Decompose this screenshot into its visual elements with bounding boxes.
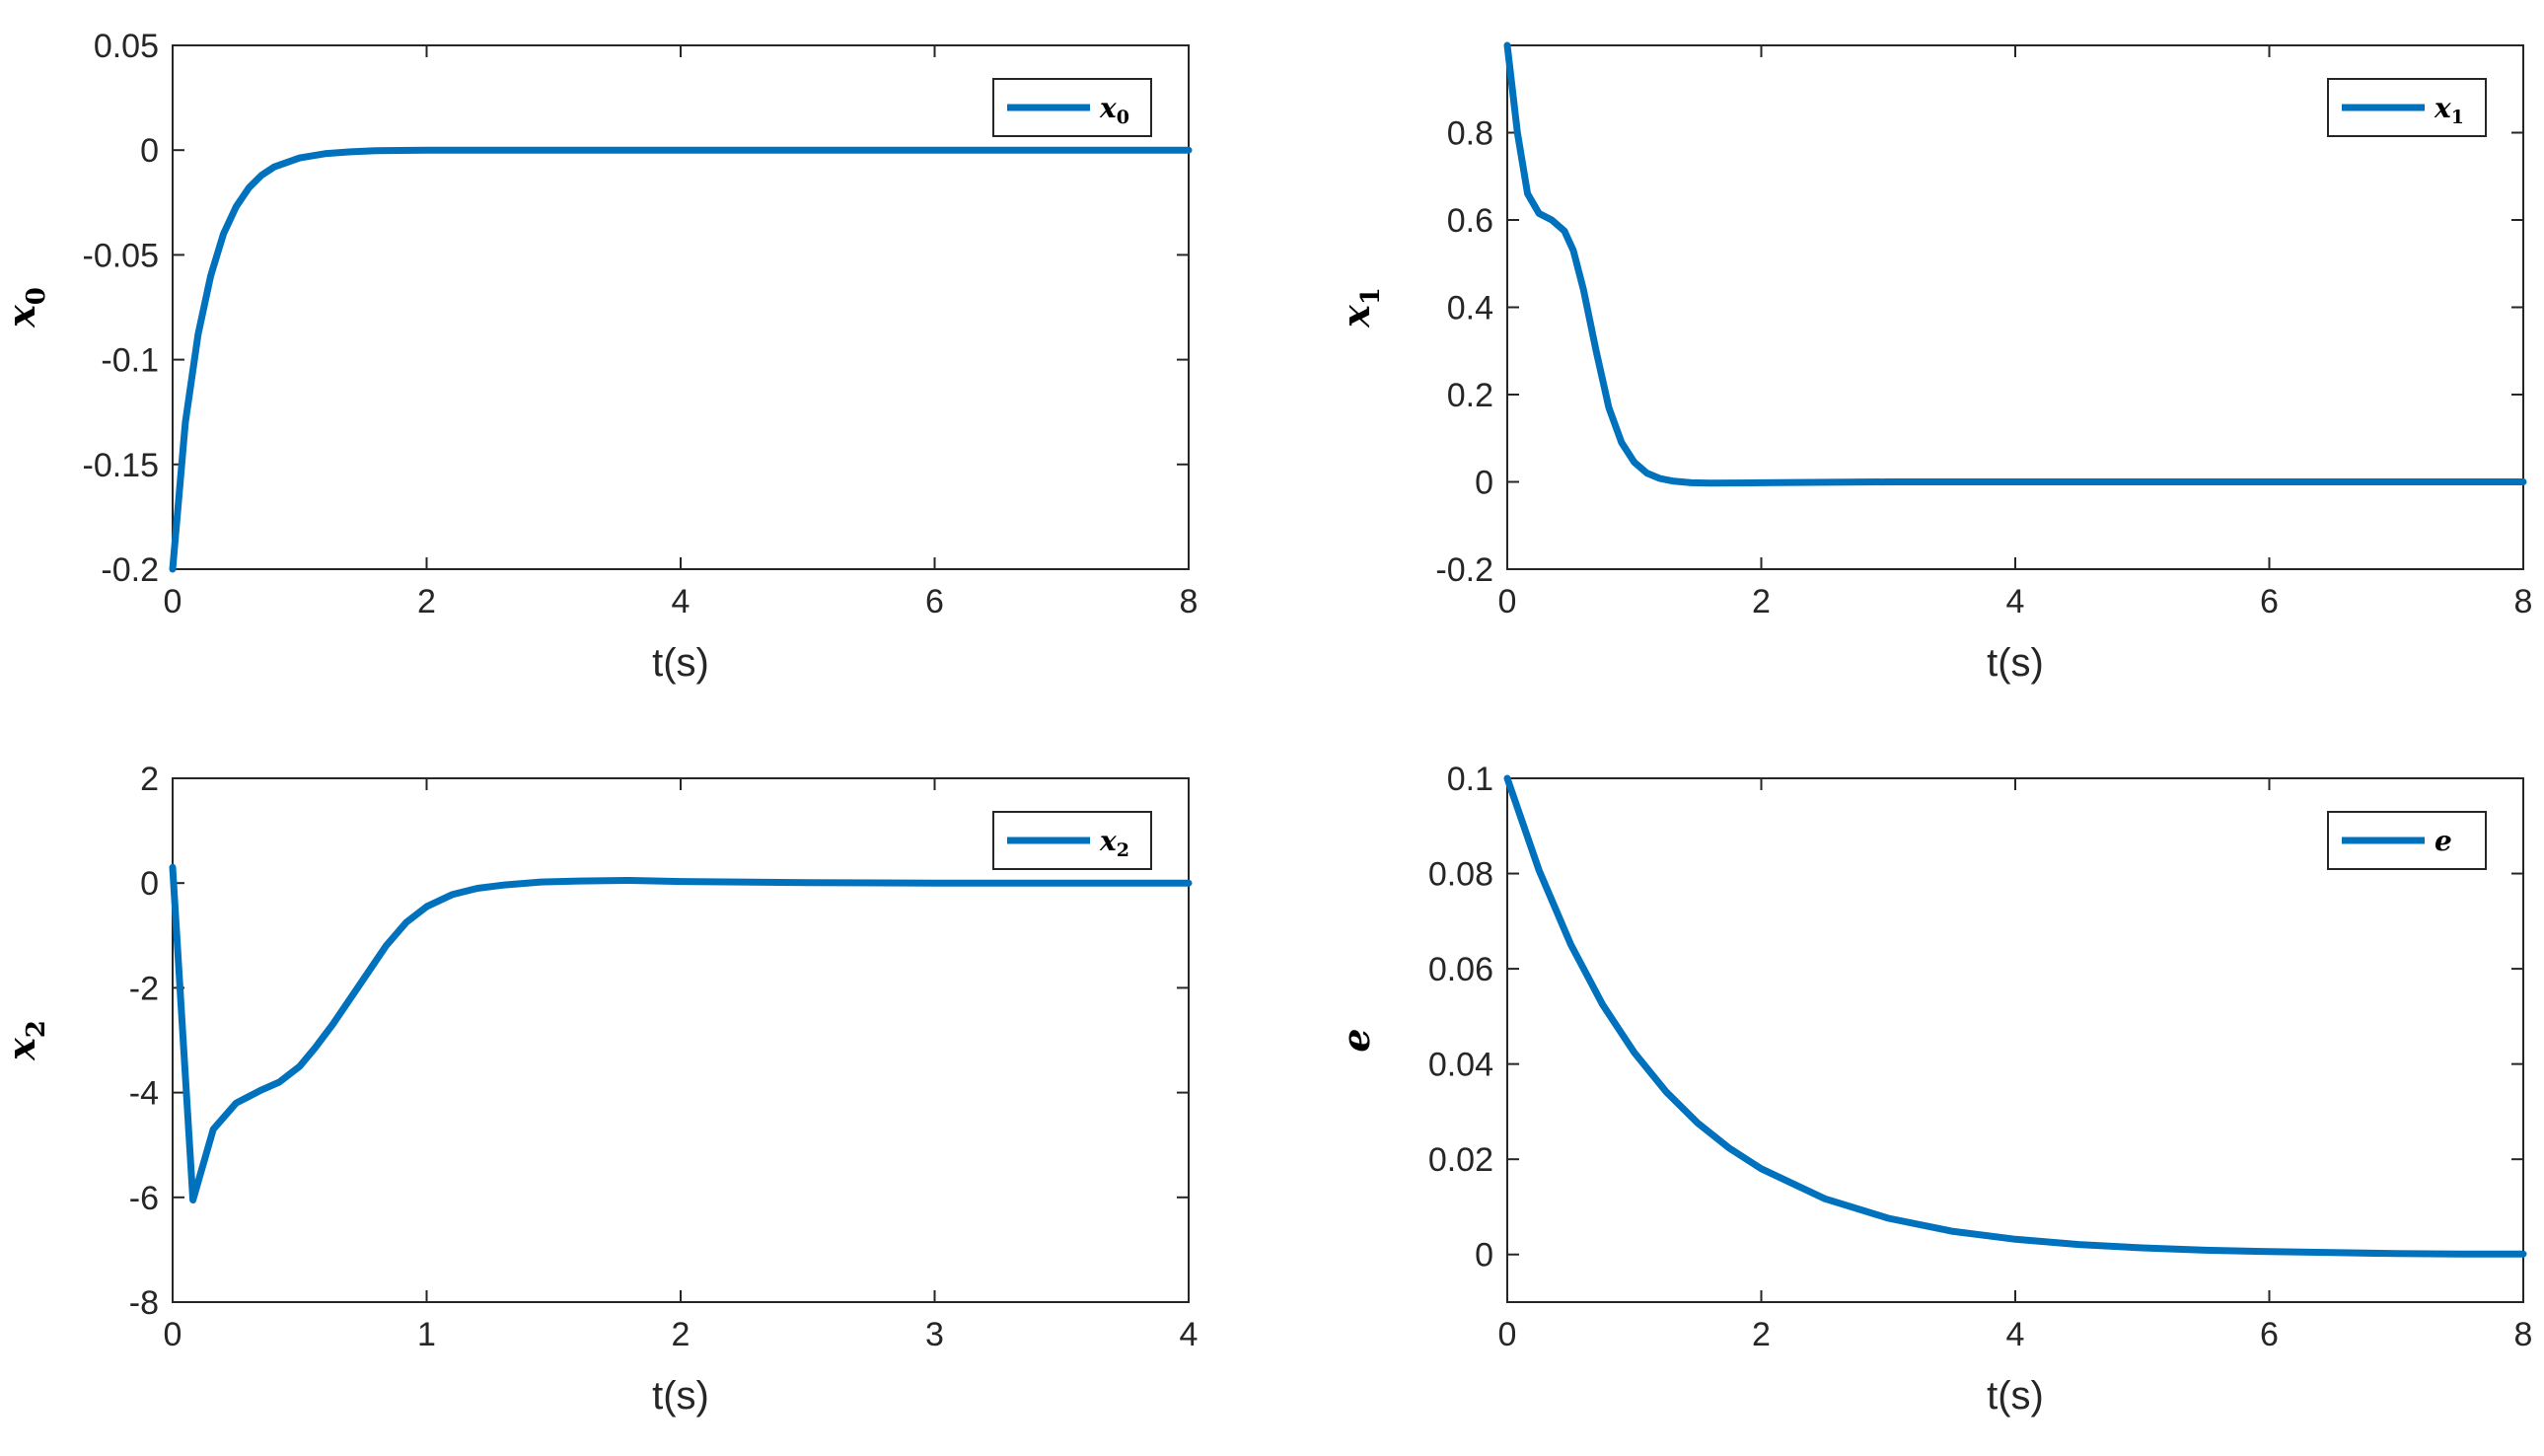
legend-label: e xyxy=(2435,825,2452,857)
legend: x1 xyxy=(2327,78,2487,137)
y-tick-label: -0.2 xyxy=(1435,551,1493,589)
y-tick-label: -4 xyxy=(129,1075,159,1113)
series-line-x1 xyxy=(1503,41,2527,487)
y-axis-label: x2 xyxy=(0,1020,51,1061)
y-tick-label: -0.2 xyxy=(101,551,159,589)
x-tick-label: 6 xyxy=(2260,1316,2279,1353)
y-tick-label: 0 xyxy=(1475,1237,1493,1274)
y-tick-label: 2 xyxy=(140,761,159,798)
y-tick-label: 0.2 xyxy=(1447,377,1493,414)
x-tick-label: 4 xyxy=(2006,583,2025,620)
y-tick-label: -0.1 xyxy=(101,342,159,380)
y-axis-label: x1 xyxy=(1334,287,1386,328)
x-tick-label: 2 xyxy=(1752,583,1771,620)
y-axis-label: e xyxy=(1334,1028,1378,1052)
x-tick-label: 8 xyxy=(1180,583,1199,620)
y-tick-label: 0.02 xyxy=(1428,1141,1493,1179)
x-tick-label: 3 xyxy=(925,1316,944,1353)
x-tick-label: 4 xyxy=(672,583,691,620)
y-tick-label: 0 xyxy=(140,865,159,903)
x-tick-label: 4 xyxy=(2006,1316,2025,1353)
y-tick-label: -8 xyxy=(129,1284,159,1322)
legend-label: x1 xyxy=(2434,92,2464,128)
y-tick-label: 0.8 xyxy=(1447,115,1493,153)
y-tick-label: 0.06 xyxy=(1428,951,1493,988)
chart-panel-1: 0 2 4 6 8 -0.2 -0.15 -0.1 -0.05 0 0.05 t(s) x0 x0 xyxy=(0,28,1198,685)
y-tick-label: 0.04 xyxy=(1428,1047,1493,1084)
y-tick-label: 0.1 xyxy=(1447,761,1493,798)
y-tick-label: -2 xyxy=(129,970,159,1007)
x-axis-label: t(s) xyxy=(1987,641,2044,685)
x-tick-label: 0 xyxy=(1498,583,1517,620)
x-axis-label: t(s) xyxy=(1987,1374,2044,1418)
x-tick-label: 2 xyxy=(1752,1316,1771,1353)
x-axis-label: t(s) xyxy=(652,641,709,685)
x-tick-label: 2 xyxy=(672,1316,691,1353)
y-tick-label: 0.05 xyxy=(94,28,159,65)
legend-label: x0 xyxy=(1099,92,1129,128)
y-tick-label: -0.15 xyxy=(83,447,160,484)
x-tick-label: 0 xyxy=(164,583,182,620)
chart-panel-3: 0 1 2 3 4 -8 -6 -4 -2 0 2 t(s) x2 x2 xyxy=(0,761,1198,1418)
y-axis-label: x0 xyxy=(0,287,51,328)
y-tick-label: 0.4 xyxy=(1447,290,1493,328)
x-tick-label: 6 xyxy=(2260,583,2279,620)
y-tick-label: 0 xyxy=(140,132,159,170)
legend: e xyxy=(2327,811,2487,870)
series-line-e xyxy=(1503,774,2527,1258)
series-line-x0 xyxy=(169,146,1193,573)
x-tick-label: 0 xyxy=(1498,1316,1517,1353)
x-tick-label: 2 xyxy=(417,583,436,620)
series-line-x2 xyxy=(169,863,1193,1203)
legend: x0 xyxy=(992,78,1152,137)
y-tick-label: -0.05 xyxy=(83,237,160,274)
y-tick-label: 0.08 xyxy=(1428,856,1493,894)
legend: x2 xyxy=(992,811,1152,870)
y-tick-label: 0 xyxy=(1475,465,1493,502)
x-tick-label: 1 xyxy=(417,1316,436,1353)
legend-label: x2 xyxy=(1099,825,1129,861)
x-axis-label: t(s) xyxy=(652,1374,709,1418)
x-tick-label: 4 xyxy=(1180,1316,1199,1353)
x-tick-label: 8 xyxy=(2514,1316,2533,1353)
y-tick-label: 0.6 xyxy=(1447,202,1493,240)
x-tick-label: 0 xyxy=(164,1316,182,1353)
x-tick-label: 6 xyxy=(925,583,944,620)
y-tick-label: -6 xyxy=(129,1180,159,1217)
x-tick-label: 8 xyxy=(2514,583,2533,620)
chart-panel-4: 0 2 4 6 8 0 0.02 0.04 0.06 0.08 0.1 t(s) e e xyxy=(1334,761,2532,1418)
